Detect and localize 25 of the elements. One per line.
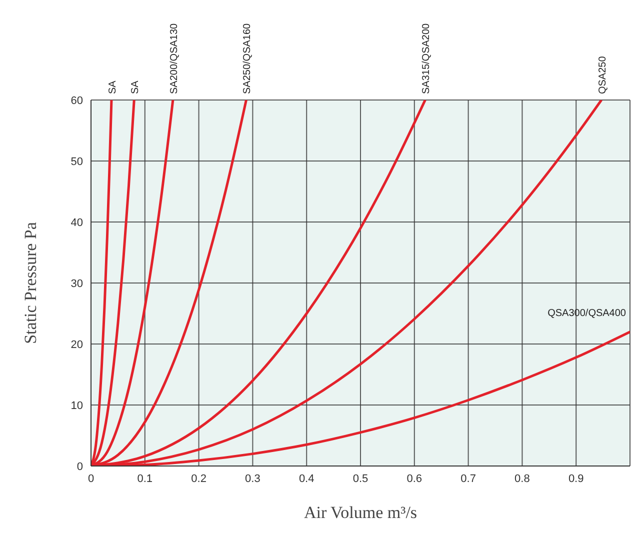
x-tick-label: 0.5 [352, 472, 368, 485]
y-axis-title: Static Pressure Pa [21, 222, 40, 344]
x-tick-label: 0.2 [191, 472, 206, 485]
x-tick-label: 0.9 [568, 472, 584, 485]
y-tick-label: 0 [76, 460, 83, 473]
x-tick-label: 0.1 [137, 472, 153, 485]
text: SA [130, 80, 142, 94]
x-tick-label: 0.6 [406, 472, 422, 485]
text: QSA250 [597, 56, 608, 94]
y-tick-label: 30 [70, 278, 83, 290]
x-tick-label: 0 [88, 472, 94, 485]
y-tick-label: 10 [70, 400, 83, 412]
y-tick-label: 50 [70, 156, 83, 168]
x-tick-label: 0.8 [514, 472, 530, 485]
text: SA250/QSA160 [242, 22, 254, 94]
text: SA315/QSA200 [421, 22, 432, 94]
x-axis-title: Air Volume m³/s [304, 503, 418, 522]
x-tick-label: 0.4 [298, 472, 314, 485]
y-tick-label: 20 [70, 338, 83, 351]
y-tick-label: 60 [70, 94, 83, 107]
text: SA200/QSA130 [168, 22, 180, 94]
text: SA [107, 80, 118, 94]
x-tick-label: 0.7 [460, 472, 476, 485]
y-tick-label: 40 [70, 216, 83, 229]
x-tick-label: 0.3 [245, 472, 260, 485]
